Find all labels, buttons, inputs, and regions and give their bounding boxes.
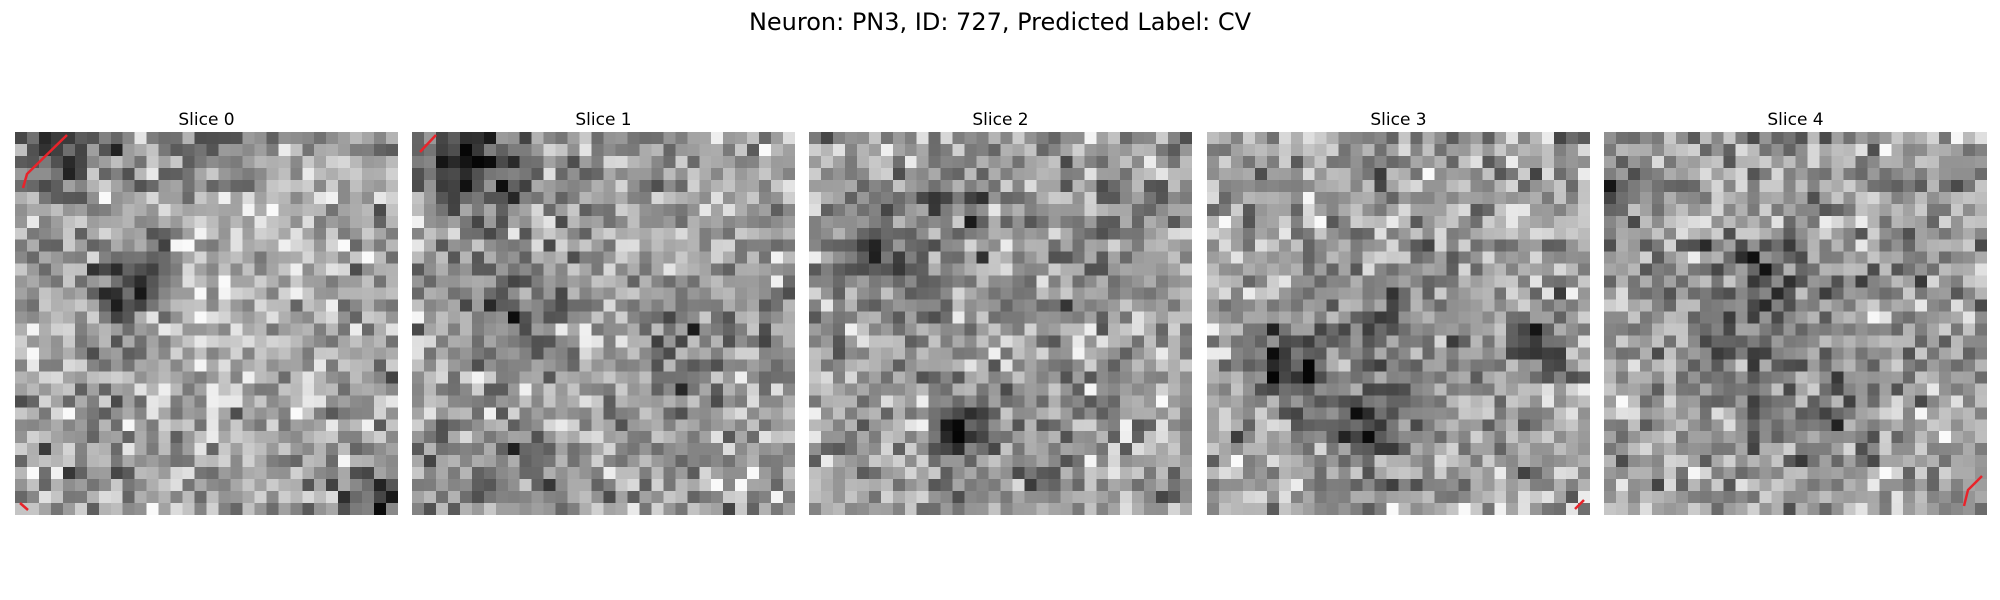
slice-image — [1604, 132, 1987, 515]
slice-title: Slice 1 — [575, 110, 632, 130]
slice-panel-4: Slice 4 — [1604, 108, 1987, 515]
slice-panel-0: Slice 0 — [15, 108, 398, 515]
figure-title: Neuron: PN3, ID: 727, Predicted Label: C… — [748, 8, 1252, 36]
slice-image — [1207, 132, 1590, 515]
slice-image — [412, 132, 795, 515]
slice-title: Slice 0 — [178, 110, 235, 130]
slice-image — [15, 132, 398, 515]
slice-panel-1: Slice 1 — [412, 108, 795, 515]
slice-title: Slice 2 — [972, 110, 1029, 130]
slice-title: Slice 3 — [1370, 110, 1427, 130]
slice-panel-3: Slice 3 — [1207, 108, 1590, 515]
slice-image — [809, 132, 1192, 515]
slice-panel-2: Slice 2 — [809, 108, 1192, 515]
slice-title: Slice 4 — [1767, 110, 1824, 130]
